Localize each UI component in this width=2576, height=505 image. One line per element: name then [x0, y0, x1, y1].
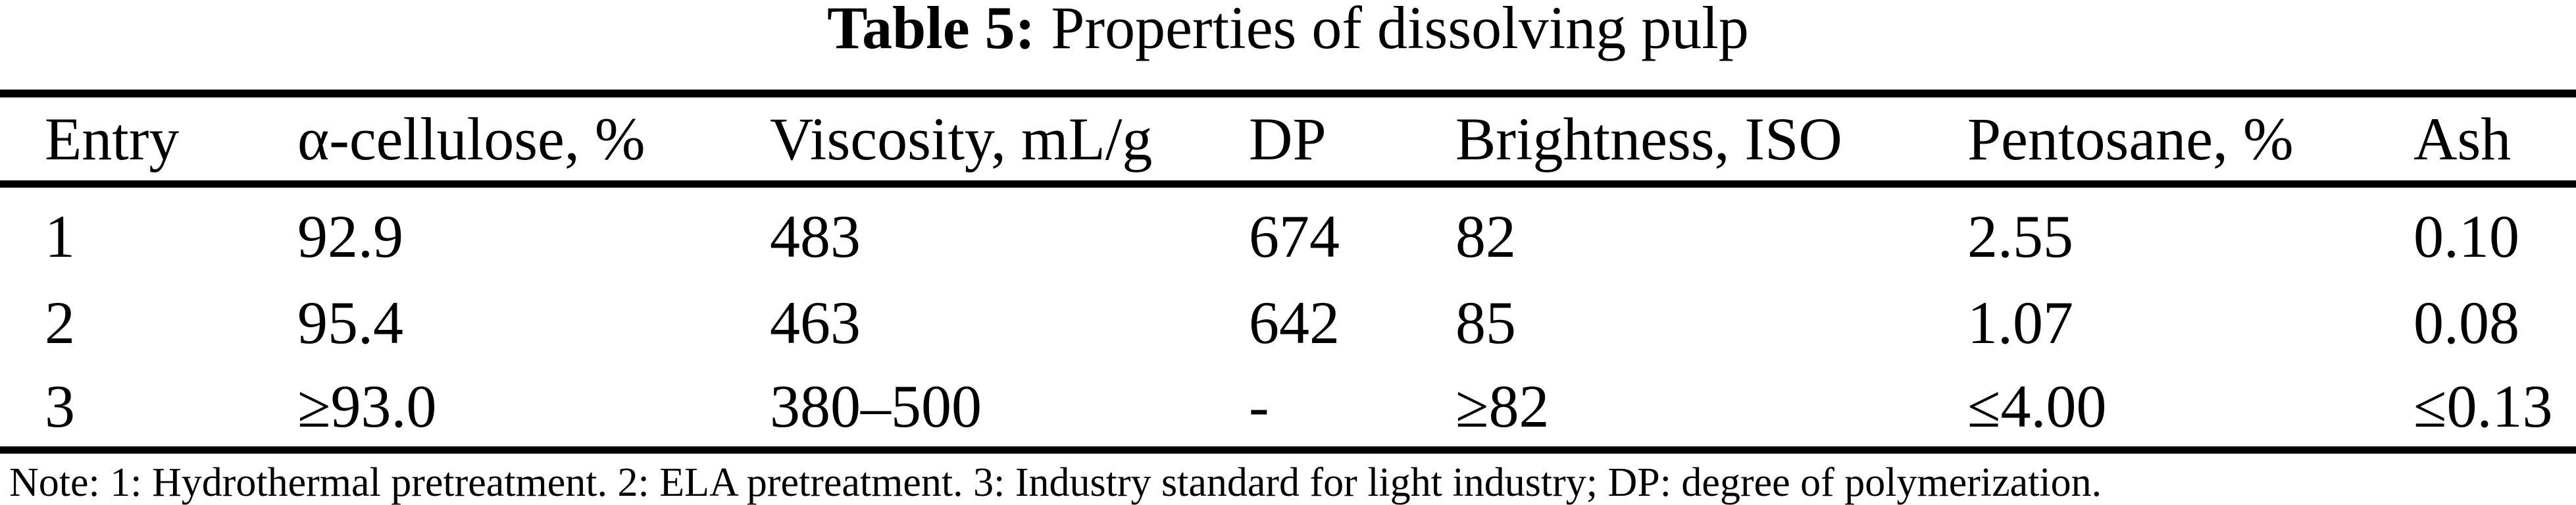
table-cell: ≥82: [1455, 372, 1550, 440]
table-footnote: Note: 1: Hydrothermal pretreatment. 2: E…: [9, 460, 2102, 505]
header-cell-cellulose: α-cellulose, %: [297, 105, 645, 173]
table-cell: 0.08: [2413, 288, 2519, 356]
table-cell: 483: [770, 202, 861, 270]
table-cell: 2.55: [1967, 202, 2073, 270]
table-cell: 642: [1249, 288, 1340, 356]
table-cell: -: [1249, 372, 1269, 440]
table-cell: 3: [45, 372, 75, 440]
table-cell: ≤0.13: [2413, 372, 2553, 440]
table-caption-text: Properties of dissolving pulp: [1051, 0, 1749, 61]
table-top-rule: [0, 90, 2576, 97]
header-cell-pentosane: Pentosane, %: [1967, 105, 2294, 173]
table-row: 1 92.9 483 674 82 2.55 0.10: [0, 193, 2576, 279]
table-cell: ≤4.00: [1967, 372, 2107, 440]
header-cell-viscosity: Viscosity, mL/g: [770, 105, 1153, 173]
table-cell: 0.10: [2413, 202, 2519, 270]
table-caption: Table 5: Properties of dissolving pulp: [0, 0, 2576, 61]
table-cell: 92.9: [297, 202, 403, 270]
table-caption-label: Table 5:: [827, 0, 1036, 61]
header-cell-entry: Entry: [45, 105, 180, 173]
table-cell: 380–500: [770, 372, 982, 440]
table-bottom-rule: [0, 446, 2576, 454]
table-cell: 463: [770, 288, 861, 356]
header-cell-dp: DP: [1249, 105, 1326, 173]
header-cell-brightness: Brightness, ISO: [1455, 105, 1842, 173]
table-cell: 2: [45, 288, 75, 356]
table-cell: 82: [1455, 202, 1516, 270]
table-header-rule: [0, 180, 2576, 188]
table-cell: ≥93.0: [297, 372, 437, 440]
table-row: 2 95.4 463 642 85 1.07 0.08: [0, 279, 2576, 365]
table-cell: 95.4: [297, 288, 403, 356]
table-header-row: Entry α-cellulose, % Viscosity, mL/g DP …: [0, 97, 2576, 180]
table-cell: 1.07: [1967, 288, 2073, 356]
table-row: 3 ≥93.0 380–500 - ≥82 ≤4.00 ≤0.13: [0, 365, 2576, 446]
table-cell: 1: [45, 202, 75, 270]
table-cell: 85: [1455, 288, 1516, 356]
table-cell: 674: [1249, 202, 1340, 270]
header-cell-ash: Ash: [2413, 105, 2512, 173]
